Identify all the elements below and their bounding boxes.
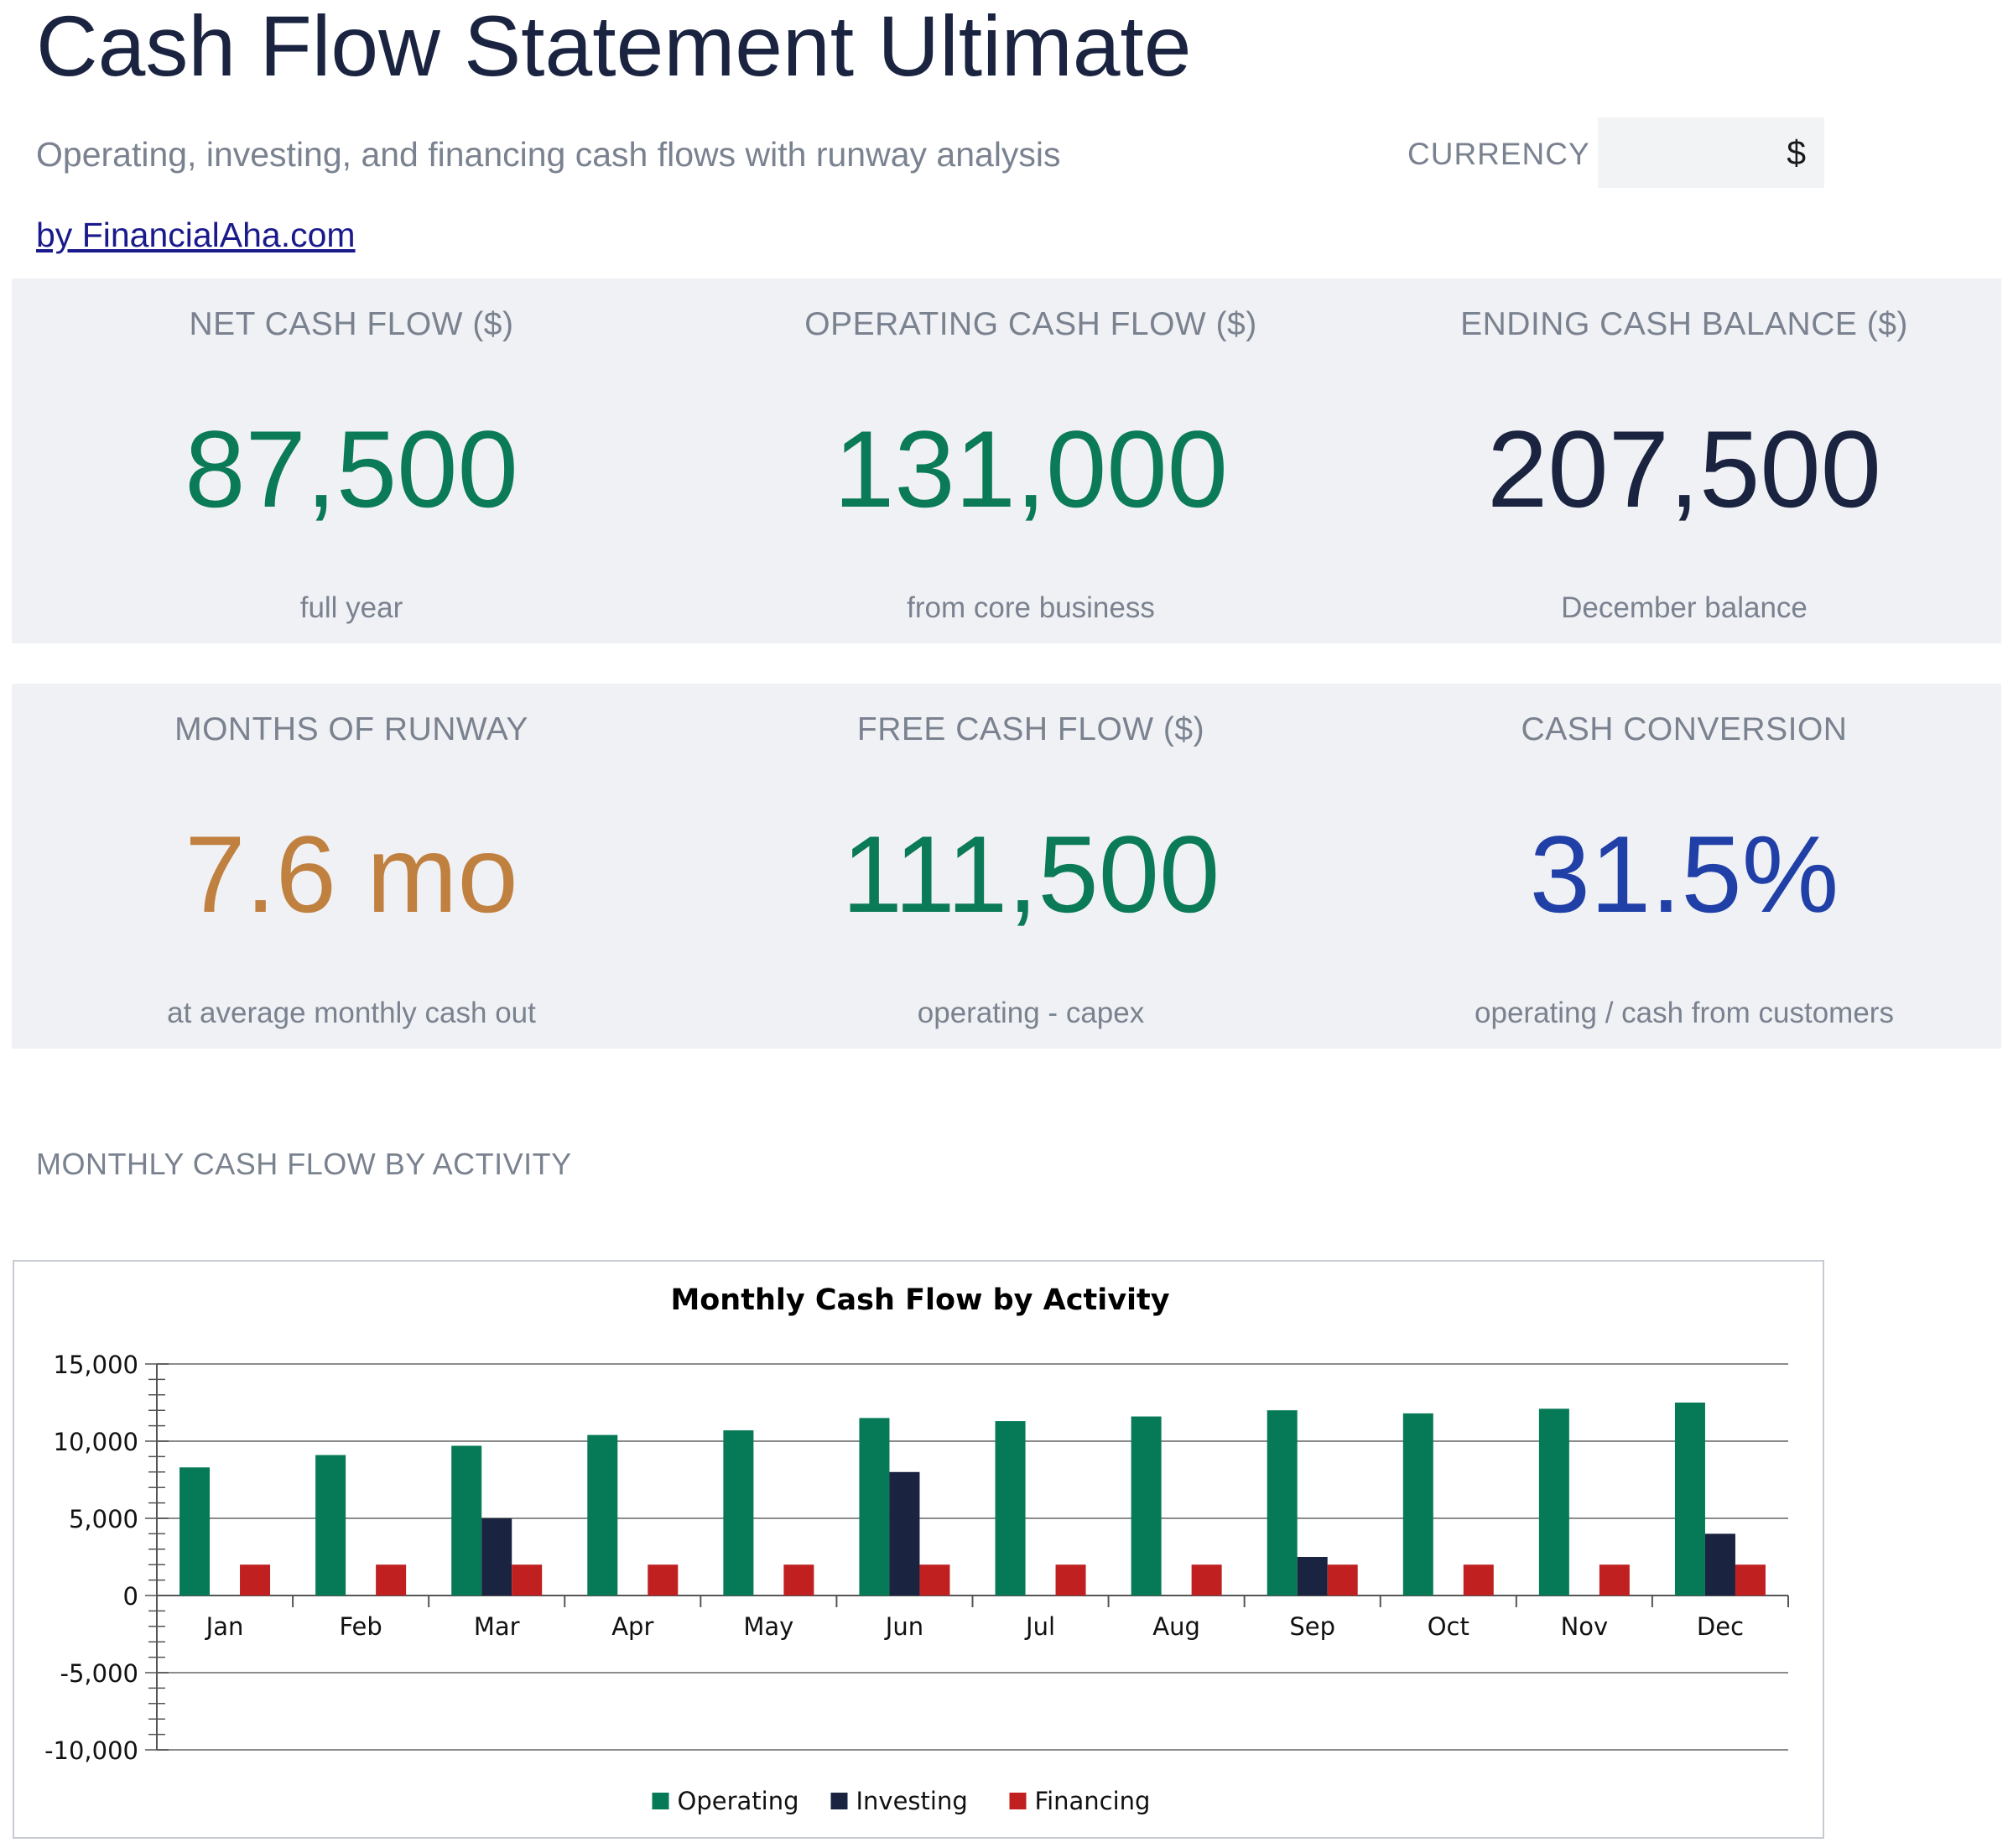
bar-investing-dec bbox=[1704, 1533, 1735, 1596]
kpi-label: MONTHS OF RUNWAY bbox=[174, 711, 528, 747]
x-tick-label: Nov bbox=[1561, 1612, 1609, 1641]
kpi-value: 131,000 bbox=[834, 408, 1228, 530]
x-tick-label: Sep bbox=[1289, 1612, 1335, 1641]
x-tick-label: May bbox=[743, 1612, 793, 1641]
kpi-card-cash-conversion: CASH CONVERSION 31.5% operating / cash f… bbox=[1345, 684, 2013, 1049]
bar-operating-sep bbox=[1267, 1410, 1298, 1596]
kpi-caption: operating / cash from customers bbox=[1475, 997, 1894, 1029]
kpi-value: 31.5% bbox=[1529, 813, 1839, 935]
x-tick-label: Jun bbox=[884, 1612, 923, 1641]
bar-investing-sep bbox=[1297, 1557, 1328, 1596]
y-tick-label: 5,000 bbox=[69, 1505, 138, 1533]
kpi-card-ending-cash-balance: ENDING CASH BALANCE ($) 207,500 December… bbox=[1345, 279, 2013, 643]
kpi-caption: full year bbox=[299, 591, 403, 624]
kpi-card-operating-cash-flow: OPERATING CASH FLOW ($) 131,000 from cor… bbox=[691, 279, 1371, 643]
bar-operating-may bbox=[723, 1430, 754, 1596]
bar-financing-may bbox=[783, 1564, 814, 1596]
chart-title: Monthly Cash Flow by Activity bbox=[670, 1283, 1169, 1317]
kpi-panel-top: NET CASH FLOW ($) 87,500 full year OPERA… bbox=[12, 279, 2001, 643]
bar-operating-aug bbox=[1131, 1416, 1162, 1596]
kpi-label: ENDING CASH BALANCE ($) bbox=[1460, 306, 1908, 342]
y-tick-label: -10,000 bbox=[44, 1736, 138, 1765]
kpi-caption: operating - capex bbox=[917, 997, 1145, 1029]
kpi-value: 111,500 bbox=[841, 813, 1220, 935]
bar-operating-nov bbox=[1538, 1408, 1569, 1596]
y-tick-label: 0 bbox=[123, 1582, 138, 1611]
x-tick-label: Jan bbox=[205, 1612, 244, 1641]
x-tick-label: Aug bbox=[1152, 1612, 1200, 1641]
bar-operating-mar bbox=[451, 1445, 482, 1596]
bar-operating-apr bbox=[587, 1434, 618, 1596]
legend-label-investing: Investing bbox=[856, 1787, 968, 1815]
bar-financing-jul bbox=[1055, 1564, 1086, 1596]
bar-operating-jul bbox=[995, 1421, 1026, 1596]
kpi-label: NET CASH FLOW ($) bbox=[189, 306, 514, 342]
kpi-value: 87,500 bbox=[185, 408, 518, 530]
byline-link[interactable]: by FinancialAha.com bbox=[36, 216, 356, 254]
bar-financing-feb bbox=[376, 1564, 407, 1596]
bar-financing-dec bbox=[1735, 1564, 1766, 1596]
kpi-value: 7.6 mo bbox=[185, 813, 518, 935]
chart-canvas: Monthly Cash Flow by Activity 15,000 10,0… bbox=[44, 1283, 1789, 1815]
kpi-card-free-cash-flow: FREE CASH FLOW ($) 111,500 operating - c… bbox=[691, 684, 1371, 1049]
page-subtitle: Operating, investing, and financing cash… bbox=[36, 135, 1061, 174]
kpi-caption: December balance bbox=[1561, 591, 1808, 624]
legend-swatch-financing bbox=[1009, 1793, 1027, 1809]
x-tick-label: Oct bbox=[1428, 1612, 1469, 1641]
bar-financing-jun bbox=[919, 1564, 950, 1596]
chart-section-label: MONTHLY CASH FLOW BY ACTIVITY bbox=[36, 1147, 572, 1181]
legend-label-financing: Financing bbox=[1035, 1787, 1151, 1815]
bar-financing-oct bbox=[1463, 1564, 1494, 1596]
page-title: Cash Flow Statement Ultimate bbox=[36, 0, 1192, 94]
bar-operating-feb bbox=[315, 1455, 346, 1596]
currency-input[interactable]: $ bbox=[1598, 117, 1824, 188]
bar-operating-jun bbox=[859, 1418, 890, 1596]
legend-swatch-investing bbox=[830, 1793, 848, 1809]
kpi-card-months-of-runway: MONTHS OF RUNWAY 7.6 mo at average month… bbox=[12, 684, 691, 1049]
kpi-label: FREE CASH FLOW ($) bbox=[856, 711, 1205, 747]
legend-swatch-operating bbox=[652, 1793, 669, 1809]
bar-financing-sep bbox=[1327, 1564, 1358, 1596]
legend-label-operating: Operating bbox=[678, 1787, 799, 1815]
currency-label: CURRENCY bbox=[1407, 137, 1590, 171]
kpi-label: CASH CONVERSION bbox=[1521, 711, 1848, 747]
kpi-caption: from core business bbox=[907, 591, 1155, 624]
x-tick-label: Apr bbox=[611, 1612, 653, 1641]
bar-operating-oct bbox=[1402, 1413, 1433, 1596]
bar-investing-jun bbox=[889, 1471, 920, 1596]
kpi-label: OPERATING CASH FLOW ($) bbox=[804, 306, 1257, 342]
kpi-panel-bottom: MONTHS OF RUNWAY 7.6 mo at average month… bbox=[12, 684, 2001, 1049]
y-tick-label: -5,000 bbox=[60, 1659, 139, 1688]
bar-investing-mar bbox=[481, 1518, 512, 1596]
bar-financing-nov bbox=[1599, 1564, 1630, 1596]
bar-financing-jan bbox=[240, 1564, 271, 1596]
bar-financing-aug bbox=[1191, 1564, 1222, 1596]
x-tick-label: Feb bbox=[339, 1612, 382, 1641]
x-tick-label: Mar bbox=[474, 1612, 520, 1641]
x-tick-label: Jul bbox=[1024, 1612, 1055, 1641]
kpi-card-net-cash-flow: NET CASH FLOW ($) 87,500 full year bbox=[12, 279, 691, 643]
kpi-value: 207,500 bbox=[1487, 408, 1881, 530]
bar-financing-apr bbox=[648, 1564, 679, 1596]
kpi-caption: at average monthly cash out bbox=[167, 997, 536, 1029]
y-tick-label: 10,000 bbox=[54, 1428, 138, 1456]
bar-operating-jan bbox=[179, 1467, 211, 1596]
y-tick-label: 15,000 bbox=[54, 1351, 138, 1379]
bar-operating-dec bbox=[1674, 1403, 1705, 1596]
cash-flow-chart[interactable]: Monthly Cash Flow by Activity 15,000 10,0… bbox=[13, 1260, 1824, 1839]
bar-financing-mar bbox=[512, 1564, 543, 1596]
x-tick-label: Dec bbox=[1697, 1612, 1744, 1641]
